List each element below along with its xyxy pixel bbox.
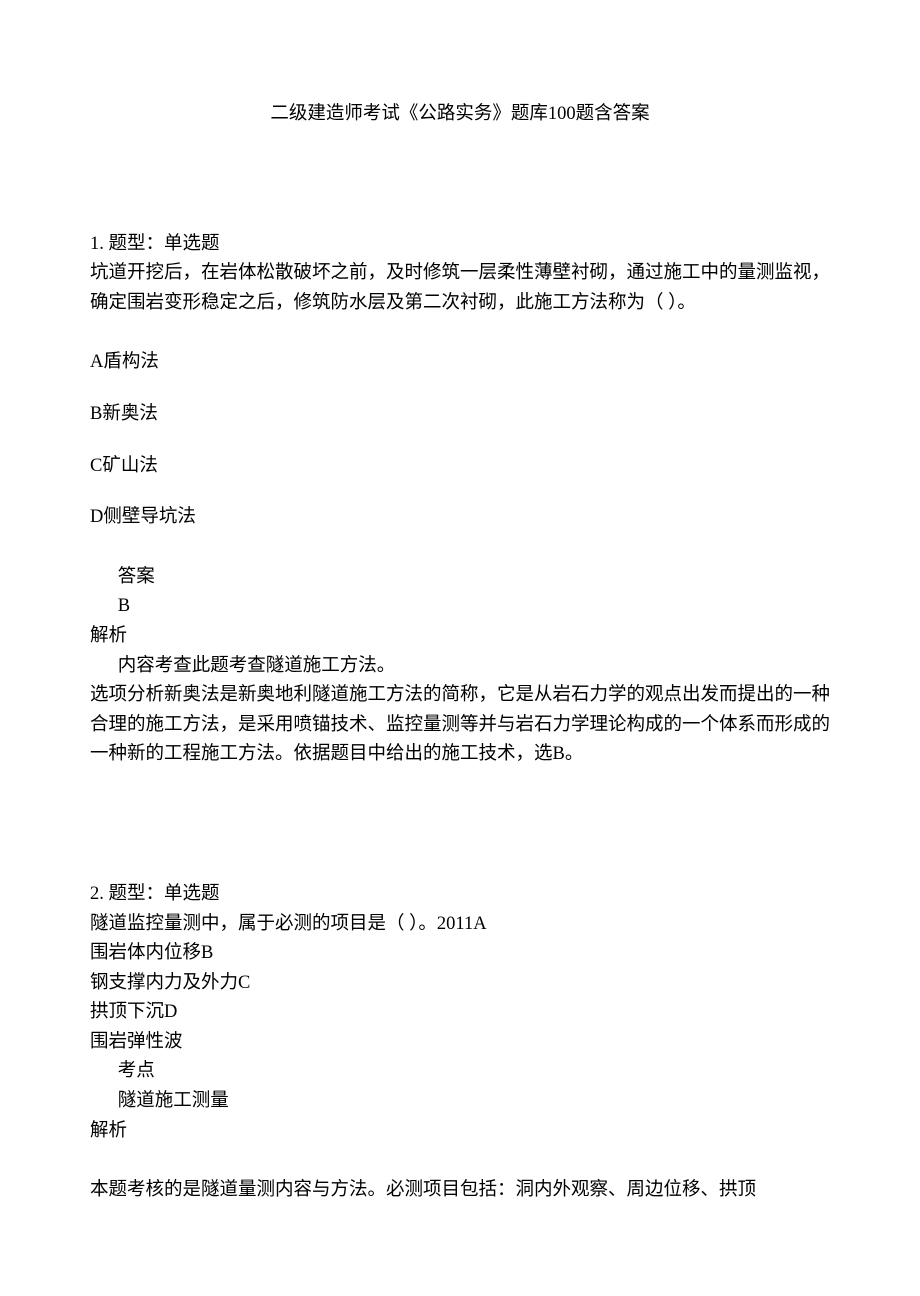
question-stem: 隧道监控量测中，属于必测的项目是（ ）。2011A	[90, 910, 830, 940]
inline-option-1: 围岩体内位移B	[90, 939, 830, 969]
kaodian-value: 隧道施工测量	[90, 1087, 830, 1117]
question-header: 2. 题型：单选题	[90, 880, 830, 910]
inline-option-2: 钢支撑内力及外力C	[90, 969, 830, 999]
question-1: 1. 题型：单选题 坑道开挖后，在岩体松散破坏之前，及时修筑一层柔性薄壁衬砌，通…	[90, 230, 830, 770]
question-type-label: 题型：单选题	[109, 884, 220, 904]
inline-option-4: 围岩弹性波	[90, 1028, 830, 1058]
inline-option-3: 拱顶下沉D	[90, 998, 830, 1028]
document-title: 二级建造师考试《公路实务》题库100题含答案	[90, 100, 830, 130]
answer-label: 答案	[90, 563, 830, 593]
option-d: D侧壁导坑法	[90, 503, 830, 533]
option-text: 矿山法	[102, 456, 158, 476]
option-letter: A	[90, 352, 103, 372]
question-stem: 坑道开挖后，在岩体松散破坏之前，及时修筑一层柔性薄壁衬砌，通过施工中的量测监视，…	[90, 259, 830, 318]
option-c: C矿山法	[90, 452, 830, 482]
option-letter: C	[90, 456, 102, 476]
question-number: 1.	[90, 234, 104, 254]
analysis-body: 选项分析新奥法是新奥地利隧道施工方法的简称，它是从岩石力学的观点出发而提出的一种…	[90, 681, 830, 770]
analysis-point: 内容考查此题考查隧道施工方法。	[90, 652, 830, 682]
option-b: B新奥法	[90, 400, 830, 430]
option-text: 盾构法	[103, 352, 159, 372]
option-text: 新奥法	[102, 404, 158, 424]
analysis-body: 本题考核的是隧道量测内容与方法。必测项目包括：洞内外观察、周边位移、拱顶	[90, 1176, 830, 1206]
question-number: 2.	[90, 884, 104, 904]
question-type-label: 题型：单选题	[109, 234, 220, 254]
option-letter: B	[90, 404, 102, 424]
analysis-label: 解析	[90, 622, 830, 652]
document-page: 二级建造师考试《公路实务》题库100题含答案 1. 题型：单选题 坑道开挖后，在…	[0, 0, 920, 1296]
question-header: 1. 题型：单选题	[90, 230, 830, 260]
answer-value: B	[90, 592, 830, 622]
option-text: 侧壁导坑法	[103, 507, 196, 527]
option-a: A盾构法	[90, 348, 830, 378]
option-letter: D	[90, 507, 103, 527]
question-2: 2. 题型：单选题 隧道监控量测中，属于必测的项目是（ ）。2011A 围岩体内…	[90, 880, 830, 1206]
analysis-label: 解析	[90, 1117, 830, 1147]
kaodian-label: 考点	[90, 1057, 830, 1087]
